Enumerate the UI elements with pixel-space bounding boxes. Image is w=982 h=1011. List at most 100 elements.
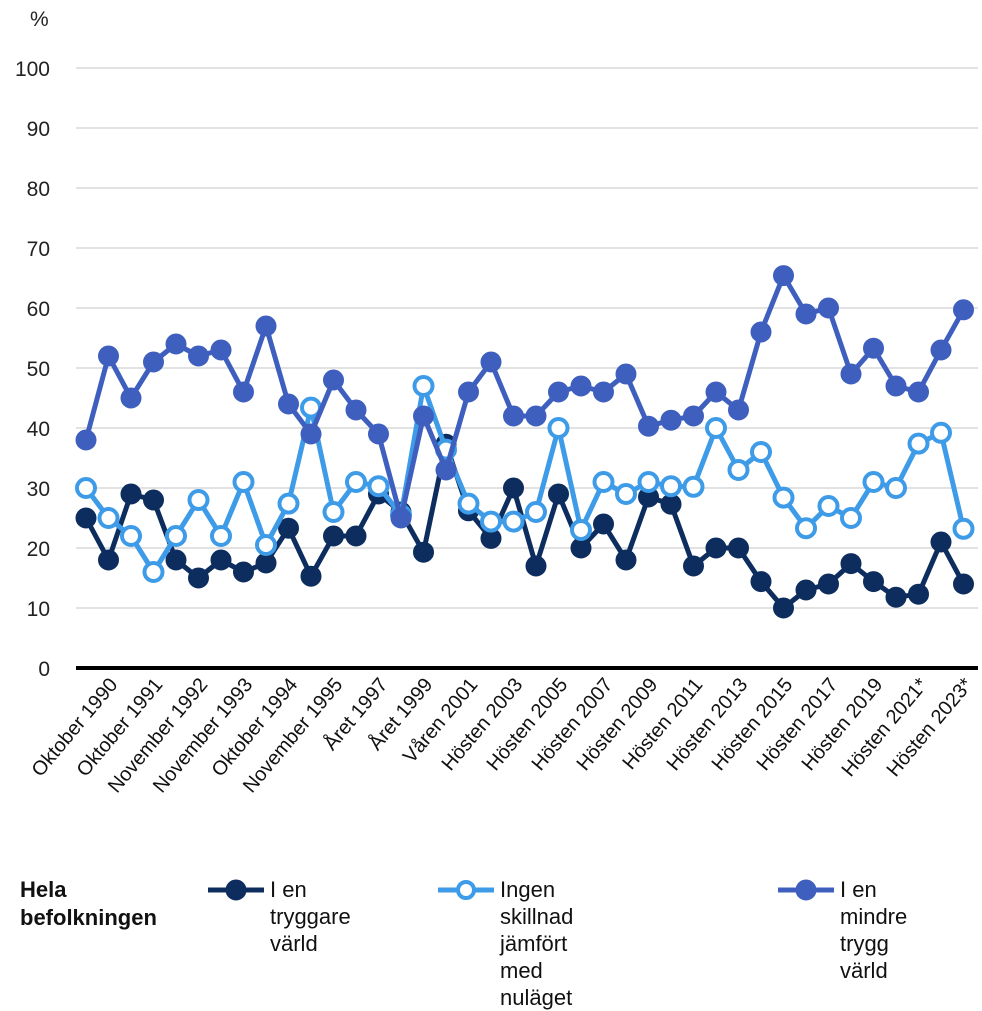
data-point	[142, 561, 165, 583]
y-axis-ticks: 0 10 20 30 40 50 60 70 80 90 100	[15, 58, 50, 681]
gridlines	[76, 67, 978, 609]
legend-label-mindre-trygg: I en mindre trygg värld	[840, 877, 908, 983]
series-line	[83, 441, 966, 611]
data-point	[570, 537, 592, 559]
data-point	[660, 409, 682, 431]
data-point	[953, 573, 974, 595]
data-point	[232, 471, 255, 493]
data-point	[772, 486, 795, 509]
legend-marker-tryggare	[208, 879, 264, 901]
data-point	[817, 495, 840, 517]
data-point	[75, 429, 97, 451]
data-point	[368, 423, 389, 445]
data-point	[885, 586, 907, 608]
data-point	[345, 471, 367, 493]
series-lines	[75, 265, 975, 619]
data-point	[907, 432, 930, 455]
data-point	[367, 475, 390, 498]
data-point	[323, 369, 344, 391]
series-line	[84, 383, 966, 575]
data-point	[908, 381, 929, 403]
series-line	[83, 273, 966, 521]
y-tick-label: 70	[27, 238, 50, 261]
data-point	[413, 541, 434, 563]
y-tick-label: 50	[27, 358, 50, 381]
data-point	[188, 345, 209, 367]
data-point	[480, 510, 502, 533]
data-point	[188, 567, 209, 589]
line-chart: 0 10 20 30 40 50 60 70 80 90 100 % Oktober 1990Okt…	[15, 8, 978, 797]
data-point	[795, 517, 817, 540]
data-point	[300, 423, 322, 445]
data-point	[120, 525, 142, 547]
legend-label-tryggare: I en tryggare värld	[270, 877, 351, 956]
data-point	[525, 555, 547, 577]
data-point	[345, 525, 367, 547]
data-point	[615, 363, 637, 385]
data-point	[98, 345, 119, 367]
data-point	[773, 597, 794, 619]
data-point	[412, 375, 435, 397]
data-point	[952, 517, 975, 540]
data-point	[277, 492, 300, 515]
y-tick-label: 90	[27, 118, 50, 141]
data-point	[165, 549, 187, 571]
data-point	[120, 483, 142, 505]
legend: Hela befolkningen I en tryggare värld In…	[0, 868, 982, 1010]
data-point	[413, 405, 434, 427]
y-tick-label: 30	[27, 478, 50, 501]
data-point	[435, 459, 457, 481]
data-point	[570, 375, 592, 397]
y-tick-label: 40	[27, 418, 50, 441]
data-point	[592, 471, 615, 493]
data-point	[750, 321, 772, 343]
data-point	[345, 399, 367, 421]
data-point	[930, 531, 952, 553]
data-point	[885, 477, 907, 499]
data-point	[75, 477, 97, 499]
data-point	[480, 351, 502, 373]
data-point	[525, 405, 547, 427]
y-tick-label: 80	[27, 178, 50, 201]
data-point	[750, 441, 772, 463]
data-point	[233, 381, 254, 403]
legend-title: Hela befolkningen	[20, 877, 157, 930]
y-axis-unit-label: %	[30, 8, 49, 31]
data-point	[593, 513, 614, 535]
data-point	[323, 525, 344, 547]
data-point	[795, 579, 817, 601]
data-point	[120, 387, 142, 409]
data-point	[683, 555, 704, 577]
y-tick-label: 60	[27, 298, 50, 321]
data-point	[773, 265, 794, 287]
data-point	[278, 393, 299, 415]
data-point	[863, 337, 884, 359]
series-0	[75, 433, 974, 619]
data-point	[233, 561, 254, 583]
data-point	[637, 471, 660, 493]
data-point	[705, 537, 727, 559]
data-point	[503, 405, 524, 427]
legend-marker-ingen-skillnad	[438, 880, 494, 900]
data-point	[953, 299, 974, 321]
data-point	[750, 571, 772, 593]
data-point	[548, 483, 569, 505]
data-point	[390, 507, 412, 529]
y-tick-label: 0	[38, 658, 50, 681]
data-point	[525, 501, 547, 523]
data-point	[255, 315, 277, 337]
data-point	[930, 421, 952, 444]
data-point	[97, 507, 120, 529]
data-point	[615, 549, 637, 571]
data-point	[98, 549, 119, 571]
legend-marker-mindre-trygg	[778, 879, 834, 901]
y-tick-label: 100	[15, 58, 50, 81]
data-point	[255, 534, 277, 556]
y-tick-label: 10	[27, 598, 50, 621]
data-point	[502, 510, 525, 533]
data-point	[570, 519, 592, 541]
data-point	[705, 381, 727, 403]
data-point	[210, 339, 232, 361]
data-point	[795, 303, 817, 325]
